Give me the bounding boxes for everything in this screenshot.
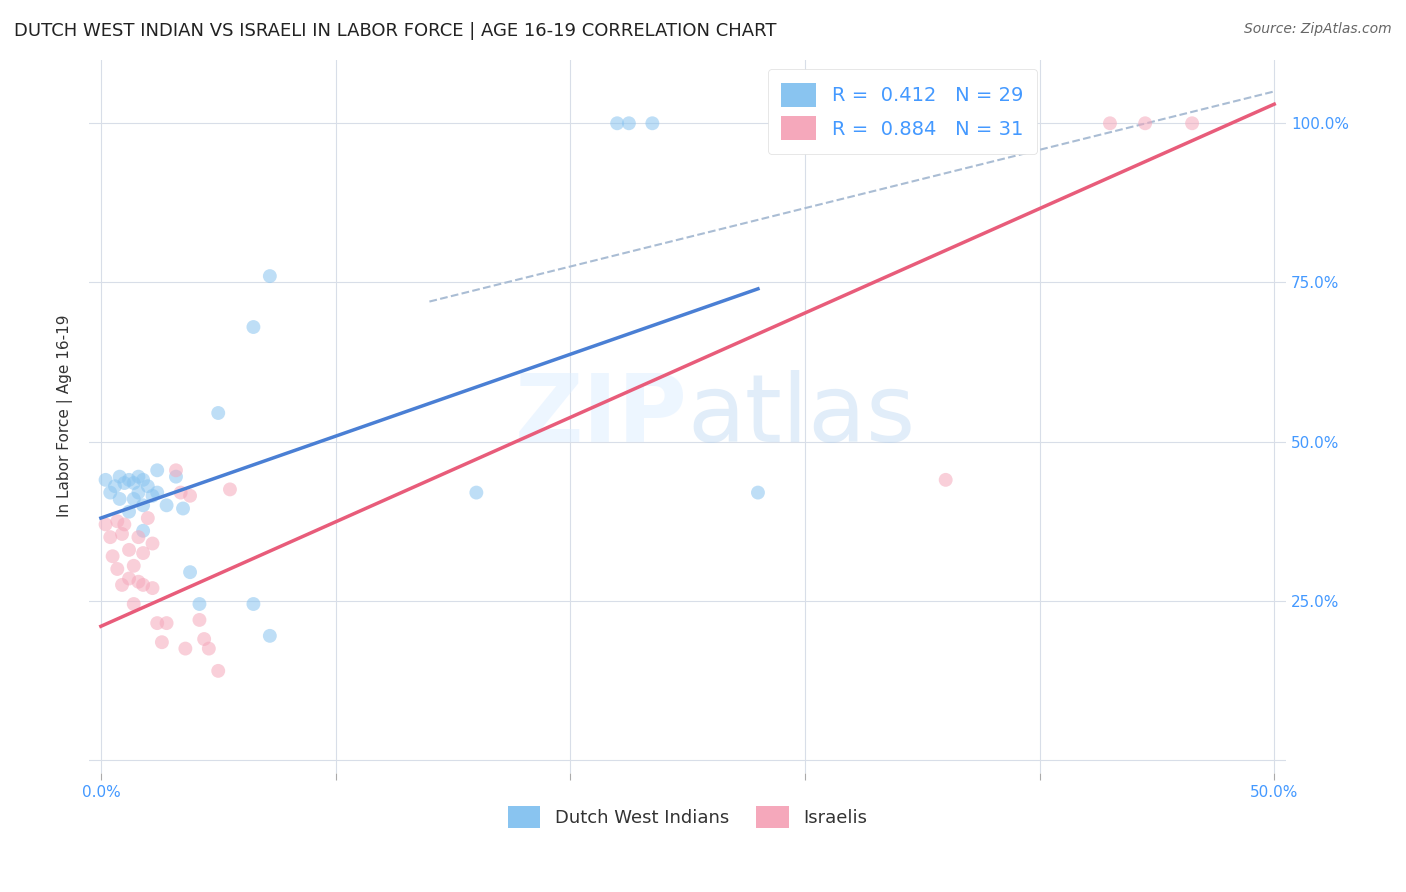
Point bbox=[259, 269, 281, 284]
Point bbox=[179, 565, 201, 579]
Point bbox=[122, 491, 145, 506]
Point bbox=[122, 558, 145, 573]
Point bbox=[165, 463, 187, 477]
Point bbox=[1181, 116, 1204, 130]
Point bbox=[172, 501, 194, 516]
Point bbox=[94, 517, 117, 532]
Point bbox=[118, 473, 141, 487]
Point bbox=[118, 572, 141, 586]
Point bbox=[242, 597, 264, 611]
Point bbox=[935, 473, 957, 487]
Point bbox=[146, 616, 169, 631]
Point bbox=[747, 485, 769, 500]
Point bbox=[141, 536, 163, 550]
Point bbox=[118, 505, 141, 519]
Point bbox=[98, 485, 121, 500]
Point bbox=[141, 489, 163, 503]
Point bbox=[118, 542, 141, 557]
Point bbox=[465, 485, 488, 500]
Point bbox=[132, 524, 155, 538]
Point bbox=[122, 597, 145, 611]
Point bbox=[111, 527, 134, 541]
Text: ZIP: ZIP bbox=[515, 370, 688, 462]
Legend: Dutch West Indians, Israelis: Dutch West Indians, Israelis bbox=[501, 798, 875, 835]
Point bbox=[108, 491, 131, 506]
Point bbox=[155, 616, 177, 631]
Point bbox=[101, 549, 124, 564]
Point bbox=[127, 485, 149, 500]
Point bbox=[259, 629, 281, 643]
Point bbox=[127, 530, 149, 544]
Point bbox=[132, 498, 155, 512]
Point bbox=[98, 530, 121, 544]
Point bbox=[94, 473, 117, 487]
Y-axis label: In Labor Force | Age 16-19: In Labor Force | Age 16-19 bbox=[58, 315, 73, 517]
Point bbox=[188, 597, 211, 611]
Point bbox=[207, 664, 229, 678]
Point bbox=[141, 581, 163, 595]
Point bbox=[111, 578, 134, 592]
Text: DUTCH WEST INDIAN VS ISRAELI IN LABOR FORCE | AGE 16-19 CORRELATION CHART: DUTCH WEST INDIAN VS ISRAELI IN LABOR FO… bbox=[14, 22, 776, 40]
Point bbox=[641, 116, 664, 130]
Point bbox=[155, 498, 177, 512]
Point bbox=[132, 578, 155, 592]
Point bbox=[112, 476, 135, 491]
Point bbox=[104, 479, 127, 493]
Point bbox=[1133, 116, 1156, 130]
Text: Source: ZipAtlas.com: Source: ZipAtlas.com bbox=[1244, 22, 1392, 37]
Point bbox=[188, 613, 211, 627]
Point bbox=[617, 116, 640, 130]
Point bbox=[146, 485, 169, 500]
Point bbox=[136, 511, 159, 525]
Text: atlas: atlas bbox=[688, 370, 915, 462]
Point bbox=[242, 320, 264, 334]
Point bbox=[127, 469, 149, 483]
Point bbox=[105, 562, 128, 576]
Point bbox=[198, 641, 221, 656]
Point bbox=[122, 476, 145, 491]
Point bbox=[136, 479, 159, 493]
Point bbox=[165, 469, 187, 483]
Point bbox=[112, 517, 135, 532]
Point bbox=[108, 469, 131, 483]
Point bbox=[146, 463, 169, 477]
Point bbox=[193, 632, 215, 646]
Point bbox=[105, 514, 128, 528]
Point bbox=[179, 489, 201, 503]
Point bbox=[174, 641, 197, 656]
Point bbox=[170, 485, 193, 500]
Point bbox=[132, 546, 155, 560]
Point bbox=[150, 635, 173, 649]
Point bbox=[1098, 116, 1121, 130]
Point bbox=[127, 574, 149, 589]
Point bbox=[606, 116, 628, 130]
Point bbox=[207, 406, 229, 420]
Point bbox=[219, 483, 242, 497]
Point bbox=[132, 473, 155, 487]
